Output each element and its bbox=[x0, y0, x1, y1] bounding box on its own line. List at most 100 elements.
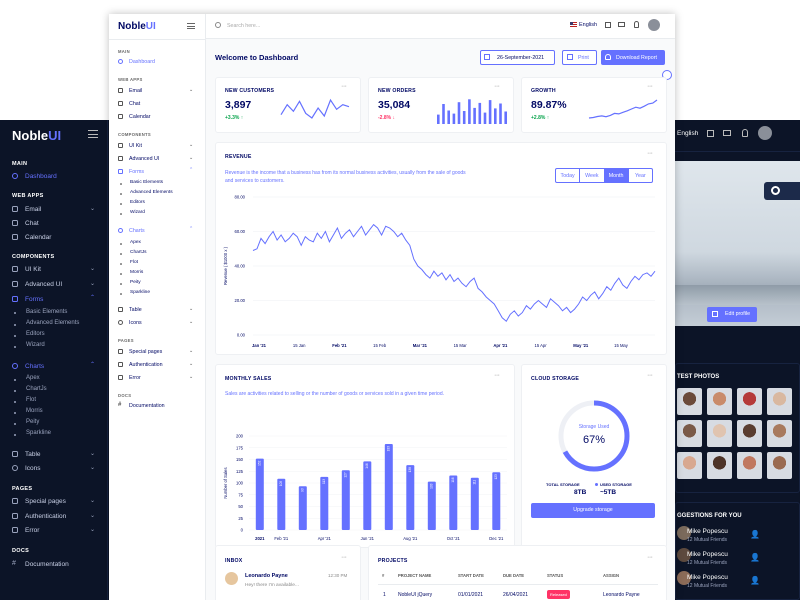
back-sub-morris[interactable]: Morris bbox=[26, 408, 43, 414]
edit-profile-button[interactable]: Edit profile bbox=[707, 307, 757, 322]
upgrade-storage-button[interactable]: Upgrade storage bbox=[531, 503, 655, 518]
back-sub-chartjs[interactable]: ChartJs bbox=[26, 386, 47, 392]
sub-chartjs[interactable]: ChartJs bbox=[130, 250, 147, 255]
photo-thumbnail[interactable] bbox=[677, 420, 702, 447]
tab-week[interactable]: Week bbox=[580, 169, 605, 182]
back-sidebar-item-documentation[interactable]: Documentation bbox=[25, 561, 69, 568]
sidebar-item-authentication[interactable]: Authentication bbox=[129, 362, 163, 368]
back-sidebar-item-special-pages[interactable]: Special pages bbox=[25, 498, 66, 505]
back-brand-logo[interactable]: NobleUI bbox=[12, 128, 62, 143]
more-icon[interactable]: ··· bbox=[647, 150, 653, 157]
photo-thumbnail[interactable] bbox=[677, 388, 702, 415]
back-sidebar-item-authentication[interactable]: Authentication bbox=[25, 513, 67, 520]
sidebar-item-error[interactable]: Error bbox=[129, 375, 141, 381]
suggestion-name[interactable]: Mike Popescu bbox=[687, 551, 728, 558]
sidebar-item-forms[interactable]: Forms bbox=[129, 169, 145, 175]
message-sender[interactable]: Leonardo Payne bbox=[245, 573, 288, 579]
photo-thumbnail[interactable] bbox=[737, 452, 762, 479]
photo-thumbnail[interactable] bbox=[767, 452, 792, 479]
sub-basic-elements[interactable]: Basic Elements bbox=[130, 180, 164, 185]
sub-apex[interactable]: Apex bbox=[130, 240, 141, 245]
more-icon[interactable]: ··· bbox=[647, 83, 653, 90]
more-icon[interactable]: ··· bbox=[647, 372, 653, 379]
back-sub-advanced-elements[interactable]: Advanced Elements bbox=[26, 320, 80, 326]
photo-thumbnail[interactable] bbox=[707, 452, 732, 479]
search-input[interactable]: Search here... bbox=[227, 23, 261, 29]
back-language[interactable]: English bbox=[677, 130, 699, 137]
front-brand-logo[interactable]: NobleUI bbox=[118, 21, 156, 32]
sidebar-item-special-pages[interactable]: Special pages bbox=[129, 349, 163, 355]
mail-icon[interactable] bbox=[723, 130, 731, 136]
photo-thumbnail[interactable] bbox=[677, 452, 702, 479]
sub-sparkline[interactable]: Sparkline bbox=[130, 290, 150, 295]
photo-thumbnail[interactable] bbox=[767, 420, 792, 447]
photo-thumbnail[interactable] bbox=[767, 388, 792, 415]
cell-project-name[interactable]: NobleUI jQuery bbox=[398, 592, 433, 598]
back-sub-basic-elements[interactable]: Basic Elements bbox=[26, 309, 68, 315]
sub-morris[interactable]: Morris bbox=[130, 270, 144, 275]
download-report-button[interactable] bbox=[601, 50, 665, 65]
suggestion-name[interactable]: Mike Popescu bbox=[687, 528, 728, 535]
print-button[interactable] bbox=[562, 50, 597, 65]
back-sub-flot[interactable]: Flot bbox=[26, 397, 37, 403]
sidebar-item-calendar[interactable]: Calendar bbox=[129, 114, 151, 120]
mail-icon[interactable] bbox=[618, 22, 625, 27]
sidebar-item-uikit[interactable]: UI Kit bbox=[129, 143, 142, 149]
sub-flot[interactable]: Flot bbox=[130, 260, 138, 265]
grid-icon[interactable] bbox=[605, 22, 611, 28]
grid-icon[interactable] bbox=[707, 130, 714, 137]
user-plus-icon[interactable]: 👤 bbox=[750, 553, 760, 562]
back-sidebar-item-icons[interactable]: Icons bbox=[25, 465, 41, 472]
sidebar-item-documentation[interactable]: Documentation bbox=[129, 403, 165, 409]
sidebar-item-table[interactable]: Table bbox=[129, 307, 142, 313]
photo-thumbnail[interactable] bbox=[737, 388, 762, 415]
sub-advanced-elements[interactable]: Advanced Elements bbox=[130, 190, 173, 195]
photo-thumbnail[interactable] bbox=[737, 420, 762, 447]
avatar[interactable] bbox=[648, 19, 660, 31]
back-sub-peity[interactable]: Peity bbox=[26, 419, 40, 425]
more-icon[interactable]: ··· bbox=[494, 83, 500, 90]
back-sub-apex[interactable]: Apex bbox=[26, 375, 40, 381]
settings-toggle[interactable] bbox=[764, 182, 800, 200]
back-sidebar-item-error[interactable]: Error bbox=[25, 527, 40, 534]
sidebar-item-icons[interactable]: Icons bbox=[129, 320, 142, 326]
language-selector[interactable]: English bbox=[579, 22, 598, 28]
back-sidebar-item-dashboard[interactable]: Dashboard bbox=[25, 173, 57, 180]
date-picker[interactable] bbox=[480, 50, 555, 65]
sub-peity[interactable]: Peity bbox=[130, 280, 141, 285]
user-plus-icon[interactable]: 👤 bbox=[750, 530, 760, 539]
avatar[interactable] bbox=[758, 126, 772, 140]
user-plus-icon[interactable]: 👤 bbox=[750, 576, 760, 585]
settings-gear-icon[interactable] bbox=[662, 70, 672, 80]
more-icon[interactable]: ··· bbox=[494, 372, 500, 379]
back-sidebar-item-email[interactable]: Email bbox=[25, 206, 42, 213]
gear-icon[interactable] bbox=[771, 186, 780, 195]
photo-thumbnail[interactable] bbox=[707, 420, 732, 447]
front-hamburger-icon[interactable] bbox=[187, 23, 195, 29]
back-sidebar-item-calendar[interactable]: Calendar bbox=[25, 234, 52, 241]
suggestion-name[interactable]: Mike Popescu bbox=[687, 574, 728, 581]
more-icon[interactable]: ··· bbox=[341, 554, 347, 561]
sidebar-item-email[interactable]: Email bbox=[129, 88, 143, 94]
bell-icon[interactable] bbox=[634, 21, 639, 28]
back-sidebar-item-table[interactable]: Table bbox=[25, 451, 41, 458]
photo-thumbnail[interactable] bbox=[707, 388, 732, 415]
sidebar-item-advanced-ui[interactable]: Advanced UI bbox=[129, 156, 160, 162]
back-sidebar-item-uikit[interactable]: UI Kit bbox=[25, 266, 41, 273]
back-sub-sparkline[interactable]: Sparkline bbox=[26, 430, 52, 436]
back-hamburger-icon[interactable] bbox=[88, 130, 98, 138]
sidebar-item-chat[interactable]: Chat bbox=[129, 101, 141, 107]
sidebar-item-dashboard[interactable]: Dashboard bbox=[129, 59, 155, 65]
more-icon[interactable]: ··· bbox=[341, 83, 347, 90]
back-sidebar-item-advanced-ui[interactable]: Advanced UI bbox=[25, 281, 63, 288]
back-sub-editors[interactable]: Editors bbox=[26, 331, 45, 337]
tab-year[interactable]: Year bbox=[627, 169, 652, 182]
back-sidebar-item-charts[interactable]: Charts bbox=[25, 363, 45, 370]
back-sidebar-item-forms[interactable]: Forms bbox=[25, 296, 44, 303]
back-sub-wizard[interactable]: Wizard bbox=[26, 342, 45, 348]
tab-today[interactable]: Today bbox=[556, 169, 581, 182]
sub-editors[interactable]: Editors bbox=[130, 200, 145, 205]
more-icon[interactable]: ··· bbox=[647, 554, 653, 561]
bell-icon[interactable] bbox=[742, 129, 748, 137]
tab-month[interactable]: Month bbox=[604, 169, 628, 182]
